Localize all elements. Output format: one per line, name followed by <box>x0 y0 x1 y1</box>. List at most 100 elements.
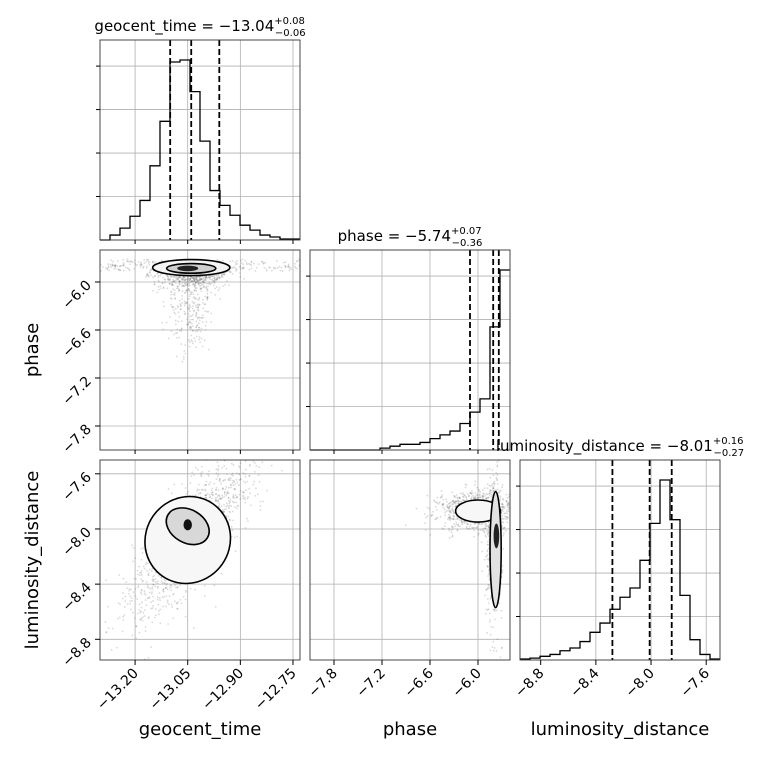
sample-point <box>495 489 497 491</box>
sample-point <box>514 519 516 521</box>
sample-point <box>216 276 219 279</box>
sample-point <box>96 605 98 607</box>
sample-point <box>262 415 264 417</box>
sample-point <box>195 281 198 284</box>
sample-point <box>223 479 225 482</box>
xtick-label: −8.8 <box>512 666 547 701</box>
sample-point <box>517 510 519 512</box>
sample-point <box>262 262 265 265</box>
sample-point <box>284 261 287 264</box>
sample-point <box>465 527 468 529</box>
sample-point <box>176 585 179 588</box>
sample-point <box>493 608 496 611</box>
sample-point <box>228 436 230 438</box>
sample-point <box>194 280 196 283</box>
sample-point <box>446 504 449 507</box>
sample-point <box>242 266 245 269</box>
sample-point <box>231 260 234 262</box>
sample-point <box>486 468 489 471</box>
sample-point <box>160 580 163 583</box>
sample-point <box>171 281 174 284</box>
sample-point <box>173 281 176 283</box>
sample-point <box>205 483 208 486</box>
sample-point <box>221 494 224 497</box>
sample-point <box>248 268 251 271</box>
sample-point <box>452 517 455 520</box>
sample-point <box>229 498 232 501</box>
sample-point <box>246 517 249 520</box>
panel-frames <box>99 39 721 661</box>
sample-point <box>485 497 487 500</box>
sample-point <box>201 488 204 491</box>
sample-point <box>233 266 236 268</box>
sample-point <box>218 276 221 279</box>
sample-point <box>473 529 476 532</box>
sample-point <box>510 506 512 508</box>
sample-point <box>249 443 251 445</box>
sample-point <box>197 306 199 309</box>
sample-point <box>197 308 199 311</box>
sample-point <box>455 518 457 521</box>
sample-point <box>143 258 146 261</box>
sample-point <box>254 422 256 424</box>
sample-point <box>242 480 245 483</box>
sample-point <box>250 504 252 507</box>
sample-point <box>478 493 481 496</box>
sample-point <box>259 433 261 435</box>
sample-point <box>212 275 214 277</box>
sample-point <box>493 489 495 492</box>
sample-point <box>453 501 456 504</box>
sample-point <box>430 514 433 517</box>
sample-point <box>146 569 149 572</box>
ytick-label: −7.6 <box>59 469 94 504</box>
sample-point <box>501 569 504 572</box>
sample-point <box>448 516 451 519</box>
sample-point <box>229 511 232 514</box>
sample-point <box>269 266 271 269</box>
sample-point <box>239 497 242 500</box>
sample-point <box>447 509 450 512</box>
sample-point <box>273 267 276 270</box>
sample-point <box>511 497 513 499</box>
sample-point <box>204 310 207 312</box>
sample-point <box>464 486 467 489</box>
sample-point <box>227 506 230 508</box>
sample-point <box>184 291 187 294</box>
sample-point <box>452 499 455 502</box>
panel-frame <box>99 459 301 661</box>
sample-point <box>187 288 190 291</box>
sample-point <box>204 278 206 281</box>
sample-point <box>226 492 229 495</box>
sample-point <box>143 592 146 595</box>
sample-point <box>227 479 230 482</box>
sample-point <box>170 330 173 333</box>
sample-point <box>459 525 462 528</box>
sample-point <box>219 498 221 500</box>
sample-point <box>160 259 163 262</box>
sample-point <box>515 525 517 527</box>
sample-point <box>499 656 502 659</box>
sample-point <box>481 495 484 497</box>
sample-point <box>263 266 266 269</box>
sample-point <box>191 314 194 316</box>
sample-point <box>180 330 183 333</box>
sample-point <box>486 632 488 634</box>
sample-point <box>487 575 489 577</box>
sample-point <box>179 584 181 587</box>
sample-point <box>486 598 489 600</box>
sample-point <box>167 623 170 625</box>
sample-point <box>239 478 242 480</box>
sample-point <box>148 271 151 273</box>
sample-point <box>186 282 189 285</box>
sample-point <box>218 503 221 506</box>
sample-point <box>469 527 471 530</box>
sample-point <box>156 598 159 601</box>
sample-point <box>195 335 198 338</box>
sample-point <box>147 259 150 261</box>
sample-point <box>205 276 208 279</box>
sample-point <box>214 605 217 608</box>
sample-point <box>139 611 142 614</box>
sample-point <box>147 574 150 576</box>
sample-point <box>231 510 234 513</box>
sample-point <box>173 294 176 296</box>
